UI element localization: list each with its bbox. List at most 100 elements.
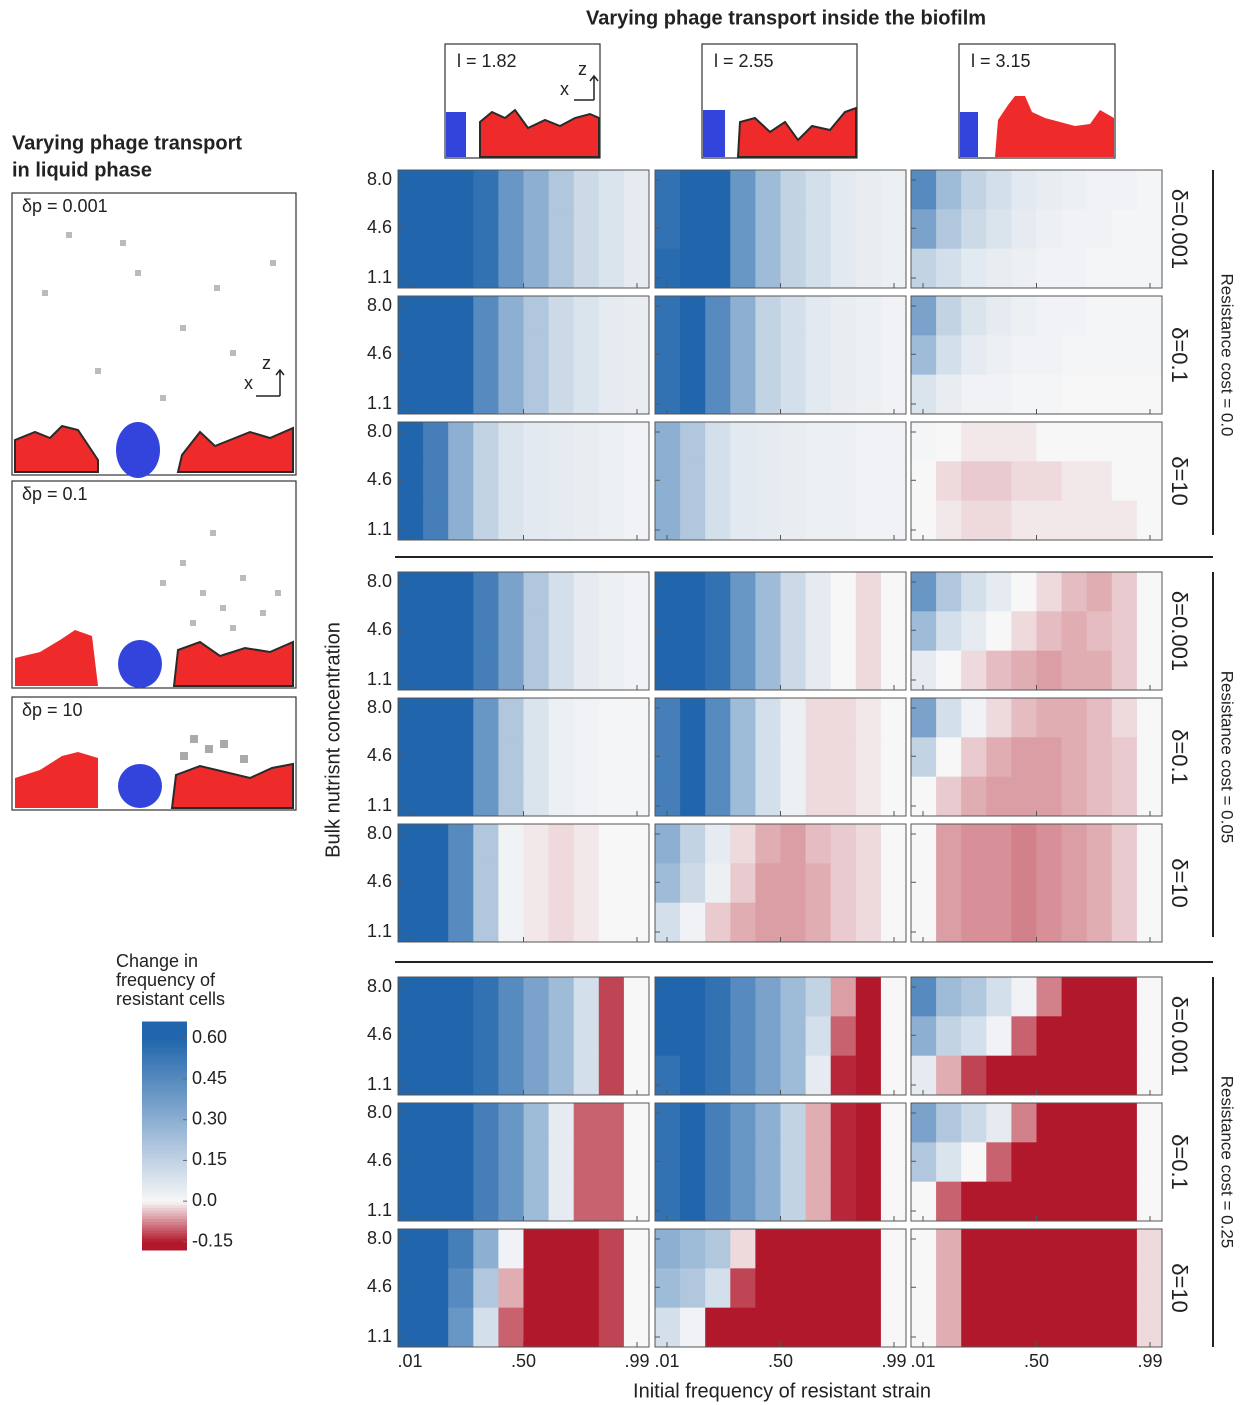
heatmap-cell	[755, 650, 781, 691]
colorbar-swatch	[142, 1189, 187, 1194]
heatmap-cell	[623, 698, 650, 738]
heatmap-cell	[398, 500, 424, 541]
heatmap-cell	[1036, 824, 1063, 864]
heatmap-cell	[730, 1229, 756, 1269]
heatmap-cell	[498, 335, 524, 376]
heatmap-cell	[961, 977, 987, 1017]
axis-letter: x	[244, 373, 253, 393]
colorbar-swatch	[142, 1192, 187, 1197]
heatmap-cell	[655, 1268, 681, 1309]
heatmap-cell	[448, 1181, 474, 1222]
heatmap-cell	[1136, 650, 1163, 691]
heatmap-cell	[855, 170, 882, 210]
colorbar-swatch	[142, 1027, 187, 1032]
biofilm-thumb: l = 2.55	[701, 43, 858, 159]
colorbar-swatch	[142, 1138, 187, 1143]
heatmap-cell	[705, 209, 731, 250]
group-label: Resistance cost = 0.05	[1218, 671, 1237, 843]
heatmap-cell	[1111, 500, 1138, 541]
heatmap-cell	[705, 170, 731, 210]
heatmap-cell	[548, 1103, 575, 1143]
heatmap-cell	[780, 902, 807, 943]
heatmap-cell	[623, 500, 650, 541]
heatmap-cell	[705, 902, 731, 943]
heatmap-cell	[1111, 977, 1138, 1017]
heatmap-cell	[730, 461, 756, 502]
heatmap-cell	[755, 1142, 781, 1183]
heatmap-cell	[911, 698, 937, 738]
heatmap-cell	[961, 902, 987, 943]
colorbar-tick-label: 0.30	[192, 1108, 227, 1128]
heatmap-cell	[1136, 698, 1163, 738]
heatmap-cell	[1011, 248, 1037, 289]
heatmap-cell	[523, 500, 550, 541]
heatmap-cell	[1011, 296, 1037, 336]
heatmap-cell	[623, 1268, 650, 1309]
heatmap-cell	[755, 1268, 781, 1309]
x-tick-label: .99	[1137, 1351, 1162, 1371]
heatmap-cell	[655, 374, 681, 415]
heatmap-cell	[755, 461, 781, 502]
y-tick-label: 8.0	[367, 697, 392, 717]
heatmap-cell	[911, 1181, 937, 1222]
heatmap-cell	[573, 1055, 600, 1096]
heatmap-cell	[1111, 209, 1138, 250]
heatmap-cell	[598, 335, 625, 376]
heatmap-cell	[598, 209, 625, 250]
heatmap-cell	[1111, 776, 1138, 817]
heatmap-cell	[473, 572, 499, 612]
heatmap-cell	[911, 170, 937, 210]
colorbar-tick-label: 0.15	[192, 1149, 227, 1169]
heatmap-cell	[1011, 698, 1037, 738]
heatmap-cell	[473, 698, 499, 738]
heatmap-cell	[936, 776, 962, 817]
heatmap-cell	[598, 572, 625, 612]
heatmap-cell	[855, 1103, 882, 1143]
heatmap-cell	[1136, 1103, 1163, 1143]
heatmap-cell	[498, 374, 524, 415]
heatmap-cell	[655, 902, 681, 943]
heatmap-cell	[1061, 296, 1088, 336]
heatmap-cell	[1061, 1268, 1088, 1309]
colorbar-swatch	[142, 1209, 187, 1214]
heatmap-cell	[780, 824, 807, 864]
panel-label: l = 1.82	[457, 51, 517, 71]
heatmap-cell	[598, 737, 625, 778]
heatmap-cell	[911, 902, 937, 943]
heatmap-cell	[880, 1103, 907, 1143]
heatmap-cell	[1011, 1268, 1037, 1309]
heatmap-cell	[705, 1268, 731, 1309]
heatmap-cell	[1061, 422, 1088, 462]
heatmap-cell	[855, 374, 882, 415]
heatmap-cell	[573, 461, 600, 502]
heatmap-cell	[986, 572, 1012, 612]
heatmap-cell	[1086, 863, 1113, 904]
heatmap-cell	[623, 977, 650, 1017]
heatmap-cell	[398, 698, 424, 738]
heatmap-cell	[498, 698, 524, 738]
heatmap-cell	[473, 1181, 499, 1222]
heatmap-cell	[655, 611, 681, 652]
heatmap-cell	[523, 296, 550, 336]
colorbar-swatch	[142, 1144, 187, 1148]
heatmap-cell	[911, 1268, 937, 1309]
heatmap-cell	[805, 1016, 832, 1057]
heatmap-cell	[573, 248, 600, 289]
heatmap-cell	[523, 1307, 550, 1348]
heatmap-cell	[548, 1016, 575, 1057]
heatmap-cell	[911, 1229, 937, 1269]
heatmap-cell	[498, 902, 524, 943]
heatmap-cell	[1136, 170, 1163, 210]
heatmap-cell	[755, 1016, 781, 1057]
heatmap-cell	[548, 335, 575, 376]
heatmap-cell	[880, 776, 907, 817]
heatmap-cell	[423, 737, 449, 778]
heatmap-cell	[1036, 650, 1063, 691]
heatmap-cell	[1061, 374, 1088, 415]
heatmap-cell	[473, 737, 499, 778]
heatmap-cell	[1036, 1142, 1063, 1183]
colorbar-swatch	[142, 1146, 187, 1151]
heatmap-cell	[548, 863, 575, 904]
colorbar-swatch	[142, 1232, 187, 1237]
heatmap-cell	[936, 170, 962, 210]
